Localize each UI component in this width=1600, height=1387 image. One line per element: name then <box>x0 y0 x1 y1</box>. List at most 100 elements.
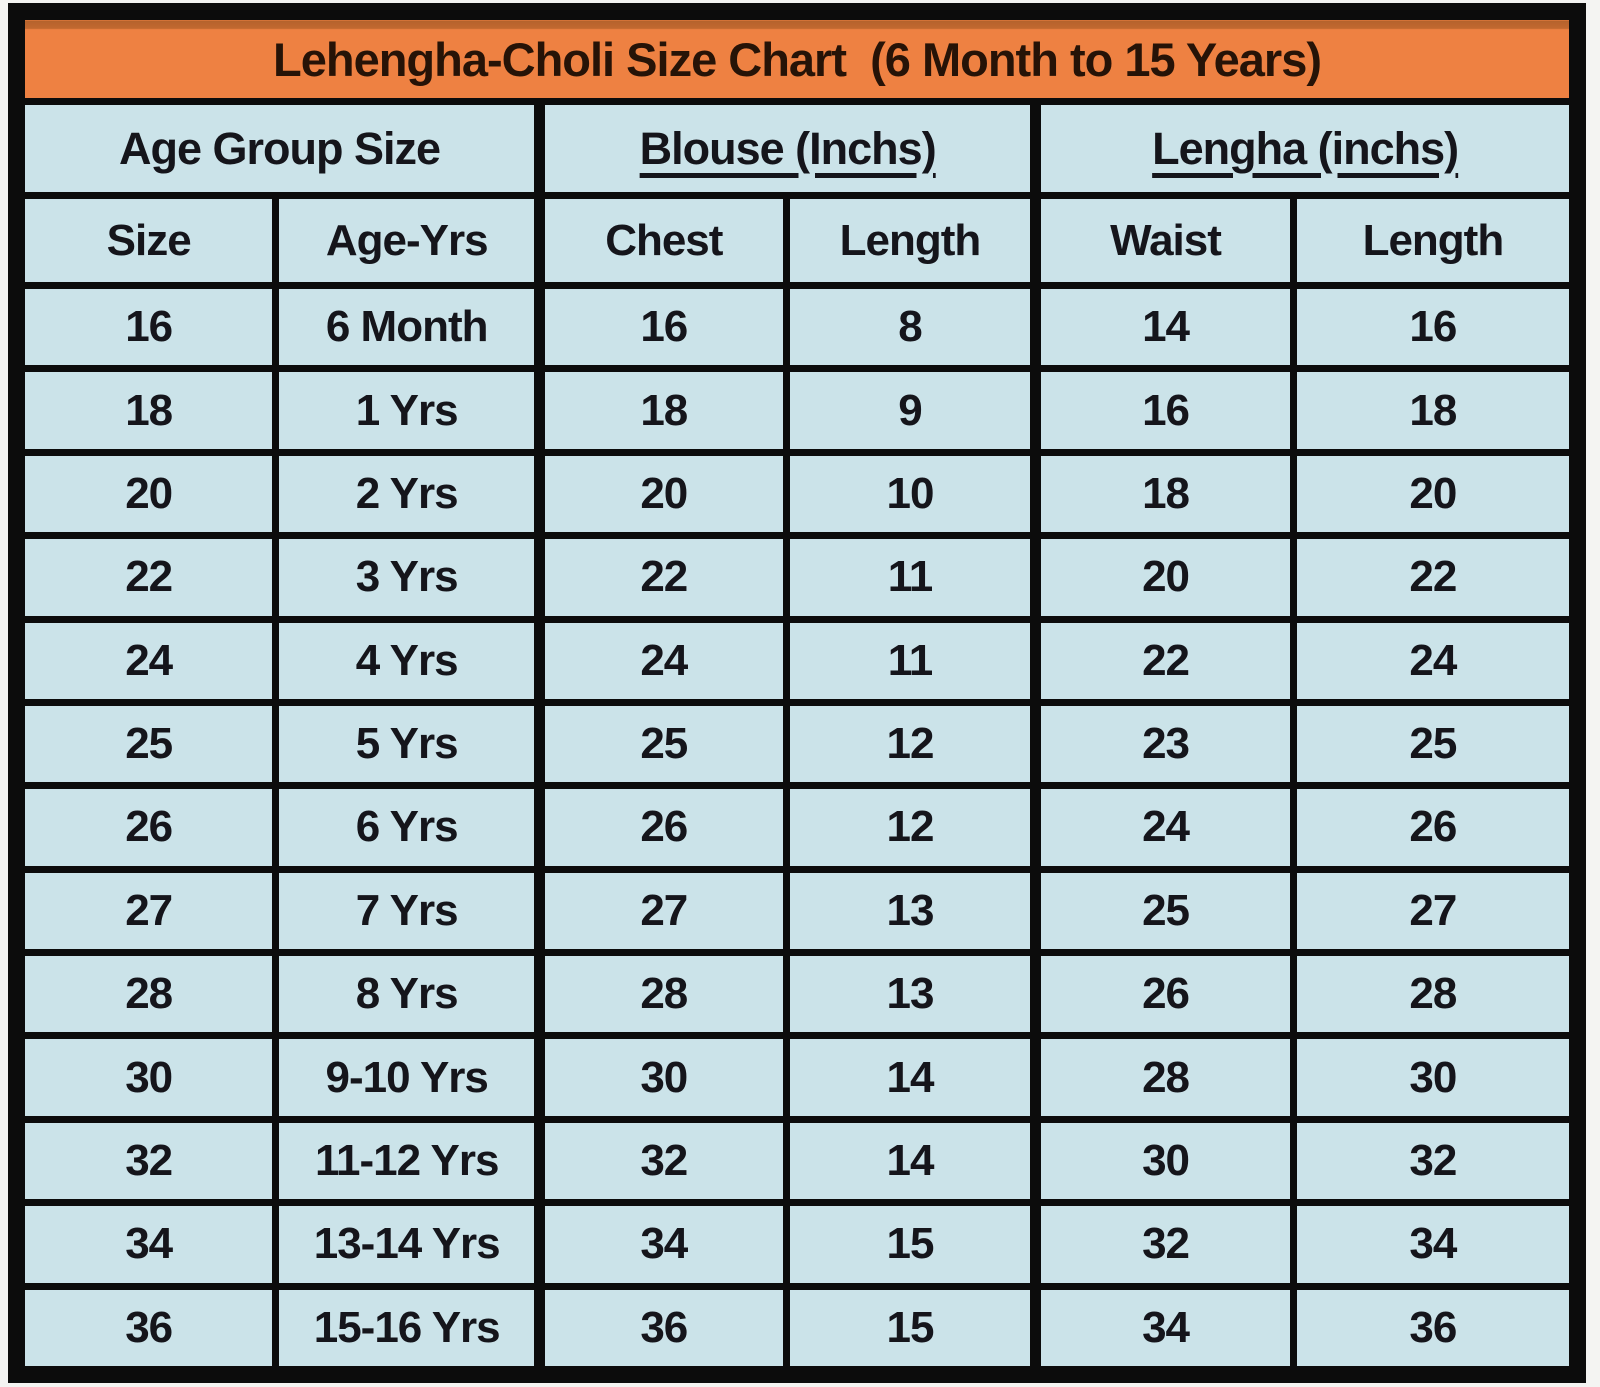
table-cell: 20 <box>534 448 790 540</box>
table-body: 16 6 Month 16 8 14 16 18 1 Yrs 18 9 16 18 20 2 Yrs 20 1… <box>17 281 1577 1373</box>
table-cell: 18 <box>1289 365 1577 456</box>
table-cell: 15-16 Yrs <box>272 1282 544 1373</box>
column-header-lengha-length: Length <box>1289 192 1577 289</box>
table-cell: 30 <box>1030 1115 1297 1207</box>
table-cell: 10 <box>782 448 1040 540</box>
table-cell: 32 <box>1289 1115 1577 1207</box>
column-header-chest: Chest <box>534 192 790 289</box>
column-header-age-yrs: Age-Yrs <box>272 192 544 289</box>
table-cell: 20 <box>1030 532 1297 623</box>
table-cell: 6 Yrs <box>272 782 544 873</box>
size-chart-table: Lehengha-Choli Size Chart (6 Month to 15… <box>17 13 1577 1373</box>
table-cell: 18 <box>534 365 790 456</box>
table-cell: 34 <box>534 1199 790 1290</box>
chart-title: Lehengha-Choli Size Chart (6 Month to 15… <box>18 13 1576 105</box>
table-row: 16 6 Month 16 8 14 16 <box>17 281 1577 373</box>
table-cell: 25 <box>1289 698 1577 790</box>
table-row: 30 9-10 Yrs 30 14 28 30 <box>17 1032 1577 1123</box>
table-cell: 11 <box>782 615 1040 706</box>
table-cell: 14 <box>782 1115 1040 1207</box>
table-cell: 27 <box>17 865 280 957</box>
column-group-age: Age Group Size <box>17 98 544 199</box>
table-cell: 34 <box>1289 1199 1577 1290</box>
table-cell: 30 <box>534 1032 790 1123</box>
column-group-row: Age Group Size Blouse (Inchs) Lengha (in… <box>17 98 1576 199</box>
column-header-size: Size <box>17 192 280 289</box>
table-cell: 18 <box>1030 448 1297 540</box>
table-cell: 28 <box>1289 948 1577 1040</box>
column-group-blouse: Blouse (Inchs) <box>534 98 1040 199</box>
table-row: 20 2 Yrs 20 10 18 20 <box>17 448 1577 540</box>
table-cell: 16 <box>1030 365 1297 456</box>
table-cell: 34 <box>1030 1282 1297 1373</box>
table-row: 26 6 Yrs 26 12 24 26 <box>17 782 1577 873</box>
table-cell: 22 <box>1289 532 1577 623</box>
table-cell: 13-14 Yrs <box>272 1199 544 1290</box>
table-cell: 28 <box>534 948 790 1040</box>
table-cell: 7 Yrs <box>272 865 544 957</box>
table-cell: 28 <box>1030 1032 1297 1123</box>
table-cell: 26 <box>534 782 790 873</box>
table-cell: 15 <box>782 1199 1040 1290</box>
table-cell: 5 Yrs <box>272 698 544 790</box>
table-cell: 4 Yrs <box>272 615 544 706</box>
table-cell: 13 <box>782 948 1040 1040</box>
column-header-row: Size Age-Yrs Chest Length Waist Length <box>17 192 1577 289</box>
table-cell: 20 <box>1289 448 1577 540</box>
column-group-lengha: Lengha (inchs) <box>1030 98 1576 199</box>
table-cell: 32 <box>1030 1199 1297 1290</box>
table-cell: 15 <box>782 1282 1040 1373</box>
table-cell: 25 <box>1030 865 1297 957</box>
table-cell: 36 <box>1289 1282 1577 1373</box>
table-cell: 26 <box>17 782 280 873</box>
table-cell: 16 <box>1289 281 1577 373</box>
table-cell: 9 <box>782 365 1040 456</box>
column-header-blouse-length: Length <box>782 192 1040 289</box>
table-cell: 11 <box>782 532 1040 623</box>
title-row: Lehengha-Choli Size Chart (6 Month to 15… <box>18 13 1576 105</box>
table-cell: 30 <box>1289 1032 1577 1123</box>
table-cell: 27 <box>534 865 790 957</box>
table-cell: 8 <box>782 281 1040 373</box>
size-chart-frame: Lehengha-Choli Size Chart (6 Month to 15… <box>8 3 1586 1383</box>
table-cell: 25 <box>534 698 790 790</box>
table-cell: 24 <box>1289 615 1577 706</box>
table-cell: 20 <box>17 448 280 540</box>
table-cell: 14 <box>782 1032 1040 1123</box>
table-cell: 30 <box>17 1032 280 1123</box>
table-row: 32 11-12 Yrs 32 14 30 32 <box>17 1115 1577 1207</box>
table-cell: 12 <box>782 698 1040 790</box>
table-cell: 32 <box>17 1115 280 1207</box>
table-row: 25 5 Yrs 25 12 23 25 <box>17 698 1577 790</box>
table-cell: 12 <box>782 782 1040 873</box>
table-cell: 18 <box>17 365 280 456</box>
table-row: 28 8 Yrs 28 13 26 28 <box>17 948 1577 1040</box>
table-row: 36 15-16 Yrs 36 15 34 36 <box>17 1282 1577 1373</box>
table-cell: 22 <box>534 532 790 623</box>
table-cell: 3 Yrs <box>272 532 544 623</box>
table-cell: 8 Yrs <box>272 948 544 1040</box>
table-cell: 13 <box>782 865 1040 957</box>
table-cell: 27 <box>1289 865 1577 957</box>
table-head: Lehengha-Choli Size Chart (6 Month to 15… <box>17 13 1577 289</box>
table-cell: 36 <box>534 1282 790 1373</box>
table-cell: 24 <box>1030 782 1297 873</box>
table-cell: 9-10 Yrs <box>272 1032 544 1123</box>
table-cell: 16 <box>17 281 280 373</box>
table-cell: 24 <box>534 615 790 706</box>
table-cell: 28 <box>17 948 280 1040</box>
table-cell: 2 Yrs <box>272 448 544 540</box>
table-cell: 36 <box>17 1282 280 1373</box>
table-cell: 24 <box>17 615 280 706</box>
table-cell: 32 <box>534 1115 790 1207</box>
table-cell: 22 <box>1030 615 1297 706</box>
column-header-waist: Waist <box>1030 192 1297 289</box>
table-row: 22 3 Yrs 22 11 20 22 <box>17 532 1577 623</box>
table-cell: 26 <box>1030 948 1297 1040</box>
table-cell: 25 <box>17 698 280 790</box>
table-cell: 11-12 Yrs <box>272 1115 544 1207</box>
table-cell: 16 <box>534 281 790 373</box>
table-cell: 22 <box>17 532 280 623</box>
table-cell: 6 Month <box>272 281 544 373</box>
